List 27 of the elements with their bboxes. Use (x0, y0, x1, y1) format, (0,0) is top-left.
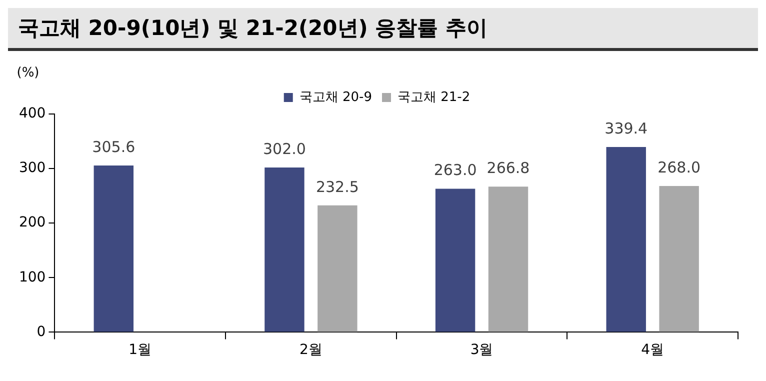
bar (264, 167, 304, 332)
bar (606, 147, 646, 332)
data-label: 302.0 (262, 140, 306, 158)
data-label: 232.5 (316, 178, 359, 196)
legend-label: 국고채 21-2 (398, 90, 470, 105)
y-tick-label: 400 (18, 106, 46, 122)
data-label: 266.8 (486, 159, 530, 178)
bar (488, 186, 528, 332)
y-tick-label: 300 (18, 160, 46, 176)
bar (318, 205, 358, 332)
y-tick-label: 100 (18, 269, 46, 286)
bar (659, 186, 699, 332)
bar (435, 188, 476, 332)
x-tick-label: 3월 (470, 342, 494, 358)
x-tick-label: 2월 (299, 342, 322, 358)
data-label: 339.4 (604, 119, 648, 138)
data-label: 263.0 (434, 161, 477, 180)
y-tick-label: 0 (36, 324, 46, 340)
y-axis-title: (%) (16, 65, 40, 80)
x-tick-label: 4월 (641, 342, 664, 358)
y-tick-label: 200 (18, 214, 46, 231)
data-label: 268.0 (658, 158, 701, 176)
x-tick-label: 1월 (128, 342, 152, 358)
bar (94, 165, 134, 332)
data-label: 305.6 (92, 138, 136, 156)
chart-title: 국고채 20-9(10년) 및 21-2(20년) 응찰률 추이 (8, 8, 758, 51)
legend-label: 국고채 20-9 (299, 90, 372, 105)
